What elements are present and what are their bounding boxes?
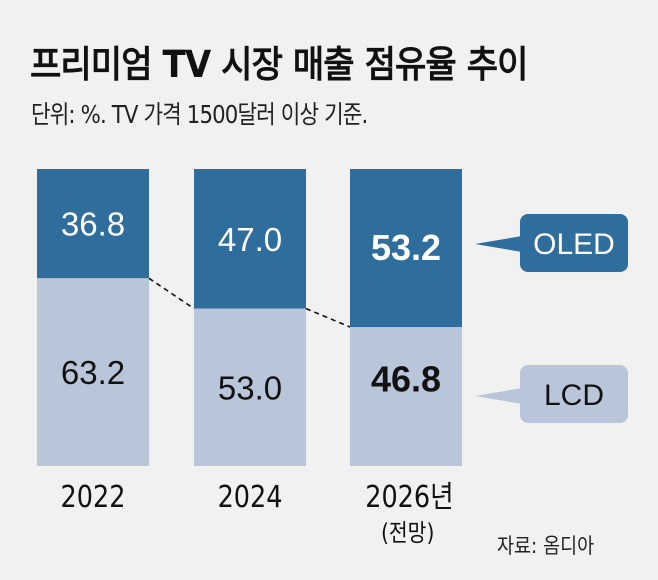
legend-box-oled [520,214,628,272]
bar-oled-2 [350,169,462,328]
legend-box-lcd [520,365,628,423]
bar-oled-1 [194,169,306,309]
label-lcd-2: 46.8 [371,359,441,400]
connector-line-1 [305,307,351,328]
source-note: 자료: 옴디아 [497,534,595,558]
bar-oled-0 [37,169,149,279]
bar-lcd-0 [37,278,149,466]
x-tick-label-2: 2026년 [365,479,453,515]
chart-title: 프리미엄 TV 시장 매출 점유율 추이 [30,43,528,86]
legend-label-lcd: LCD [544,379,604,412]
label-oled-2: 53.2 [371,227,441,268]
label-oled-1: 47.0 [218,221,282,258]
bar-lcd-1 [194,308,306,466]
legend-pointer-oled [475,236,522,252]
legend-pointer-lcd [475,388,522,404]
legend-label-oled: OLED [533,228,615,261]
x-tick-note-2: (전망) [381,519,434,547]
x-tick-label-1: 2024 [218,479,283,515]
label-lcd-1: 53.0 [218,369,282,406]
connector-line-0 [148,277,195,310]
label-lcd-0: 63.2 [61,354,125,391]
label-oled-0: 36.8 [61,206,125,243]
x-tick-label-0: 2022 [61,479,126,515]
chart-subtitle: 단위: %. TV 가격 1500달러 이상 기준. [31,100,368,129]
bar-lcd-2 [350,327,462,466]
